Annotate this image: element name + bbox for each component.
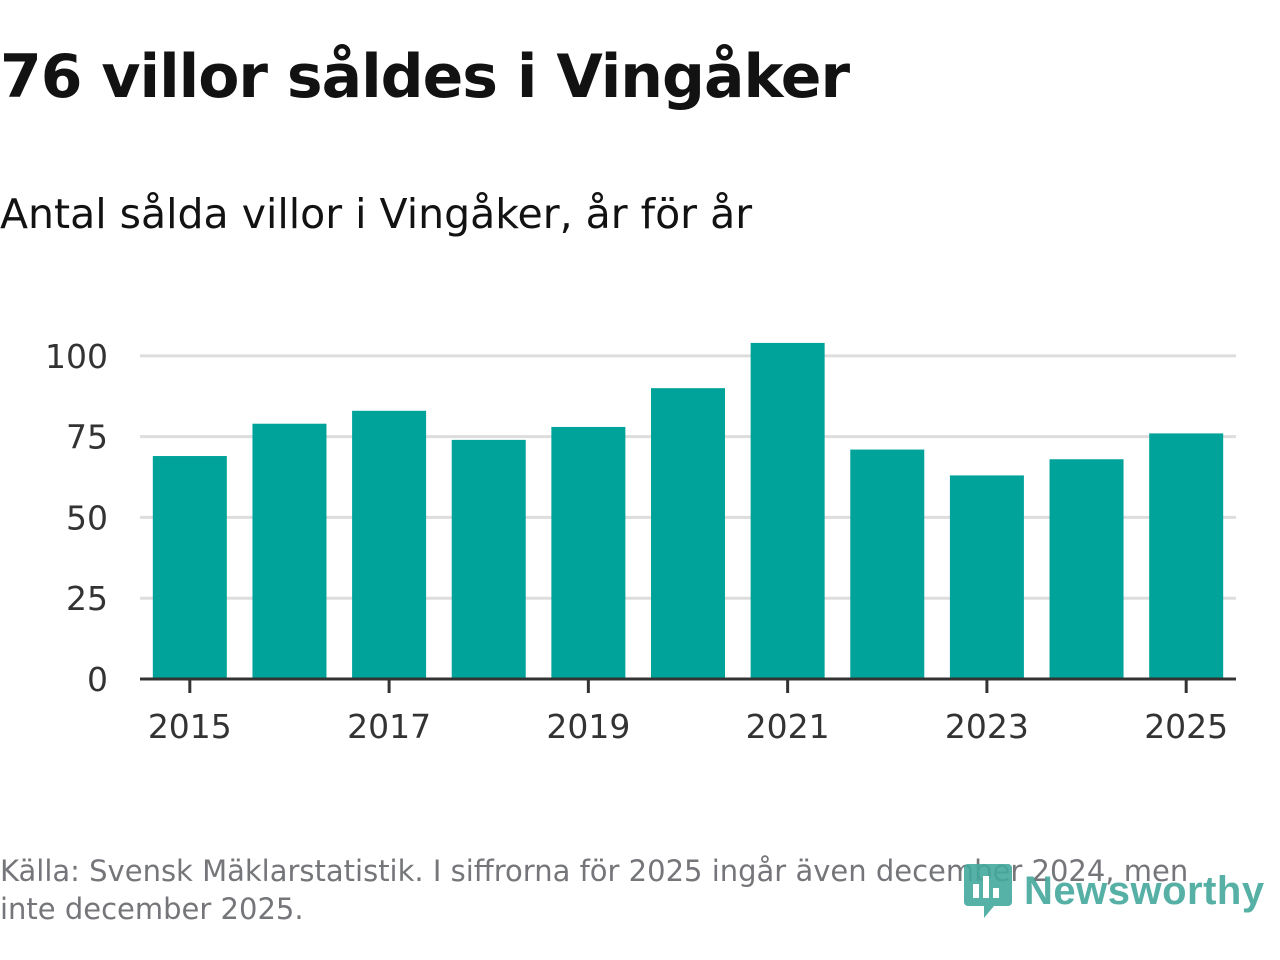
- newsworthy-icon: [964, 864, 1012, 918]
- bar-2015: [152, 456, 227, 679]
- bar-2018: [451, 439, 526, 679]
- bar-chart: 0 25 50 75 100 2015 2017 2019 2021 2023 2025: [45, 337, 1236, 746]
- chart-subtitle: Antal sålda villor i Vingåker, år för år: [0, 190, 753, 238]
- x-tick-label: 2017: [347, 707, 431, 746]
- y-tick-label: 0: [87, 660, 108, 699]
- bar-2020: [651, 388, 725, 679]
- newsworthy-logo-text: Newsworthy: [1024, 868, 1265, 913]
- bar-2022: [850, 449, 925, 679]
- bar-2019: [551, 426, 626, 679]
- bar-2016: [252, 423, 327, 679]
- axes: 0 25 50 75 100 2015 2017 2019 2021 2023 2025: [45, 337, 1236, 746]
- x-tick-label: 2025: [1144, 707, 1228, 746]
- newsworthy-logo: Newsworthy: [962, 860, 1265, 922]
- bar-2021: [750, 342, 825, 679]
- y-tick-label: 75: [66, 418, 108, 457]
- x-tick-label: 2023: [945, 707, 1029, 746]
- bar-2025: [1149, 433, 1224, 679]
- y-tick-label: 100: [45, 337, 108, 376]
- x-tick-label: 2021: [746, 707, 830, 746]
- bar-2024: [1049, 459, 1124, 679]
- y-tick-label: 25: [66, 579, 108, 618]
- chart-title: 76 villor såldes i Vingåker: [0, 42, 850, 112]
- y-tick-label: 50: [66, 498, 108, 537]
- bar-2023: [949, 475, 1024, 679]
- x-tick-label: 2015: [148, 707, 232, 746]
- bars: [152, 342, 1224, 679]
- x-tick-label: 2019: [546, 707, 630, 746]
- bar-2017: [352, 410, 427, 679]
